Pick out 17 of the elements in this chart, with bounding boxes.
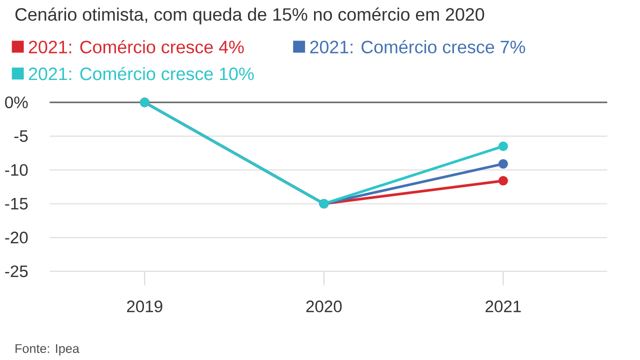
point	[498, 142, 508, 152]
legend-label: 2021: Comércio cresce 7%	[310, 40, 526, 54]
x-tick-label: 2019	[127, 300, 162, 312]
point	[498, 176, 508, 186]
y-tick-label: -25	[5, 266, 28, 278]
chart-title: Cenário otimista, com queda de 15% no comércio em 2020	[15, 7, 484, 24]
y-tick-label: -15	[5, 198, 28, 210]
x-tick-label: 2021	[486, 300, 521, 312]
legend-label: 2021: Comércio cresce 4%	[28, 40, 244, 54]
y-tick-label: 0%	[5, 96, 28, 108]
y-tick-label: -10	[5, 164, 28, 176]
y-tick-label: -20	[5, 232, 28, 244]
point	[498, 159, 508, 169]
source-note: Fonte: Ipea	[16, 344, 80, 356]
y-tick-label: -5	[14, 130, 28, 142]
legend-label: 2021: Comércio cresce 10%	[28, 66, 254, 80]
x-tick-label: 2020	[306, 300, 342, 312]
